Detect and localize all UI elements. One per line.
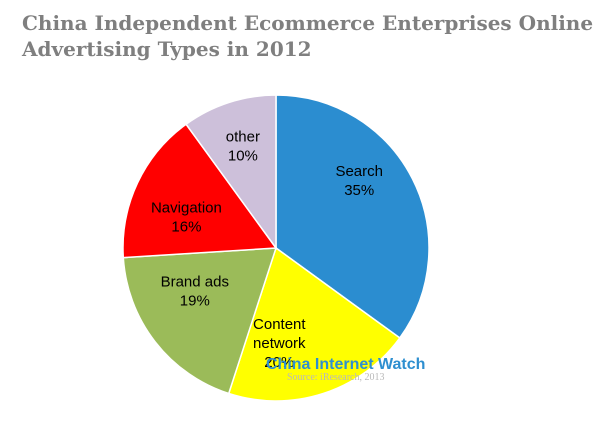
- pie-label-line: 10%: [228, 148, 258, 165]
- pie-slice-navigation: [122, 123, 278, 259]
- pie-slice-search: [275, 94, 430, 339]
- chart-title-line-2: Advertising Types in 2012: [22, 37, 312, 61]
- pie-label-line: other: [226, 129, 260, 146]
- pie-label-other: other 10%: [226, 129, 260, 165]
- pie-label-line: 19%: [180, 292, 210, 309]
- pie-label-navigation: Navigation 16%: [151, 199, 222, 235]
- chart-title-line-1: China Independent Ecommerce Enterprises …: [22, 11, 594, 35]
- pie-label-line: Search: [335, 163, 383, 180]
- pie-label-line: Content: [253, 316, 306, 333]
- pie-label-line: network: [253, 335, 306, 352]
- pie-label-line: 35%: [344, 182, 374, 199]
- pie-label-search: Search 35%: [335, 163, 383, 199]
- pie-label-line: 16%: [171, 218, 201, 235]
- pie-label-line: Brand ads: [161, 273, 229, 290]
- source-note: Source: iResearch, 2013: [287, 372, 385, 383]
- pie-label-content-network: Content network 20%: [253, 316, 306, 371]
- pie-slice-brand-ads: [122, 247, 278, 395]
- pie-label-line: Navigation: [151, 199, 222, 216]
- pie-slice-content-network: [227, 246, 401, 402]
- chart-title: China Independent Ecommerce Enterprises …: [22, 10, 594, 62]
- watermark-logo: China Internet Watch: [266, 356, 426, 373]
- pie-label-line: 20%: [264, 354, 294, 371]
- pie-slice-other: [185, 94, 277, 251]
- pie-slices: [122, 94, 430, 402]
- pie-labels: Search 35% Content network 20% Brand ads 19% Na…: [151, 129, 383, 371]
- pie-label-brand-ads: Brand ads 19%: [161, 273, 229, 309]
